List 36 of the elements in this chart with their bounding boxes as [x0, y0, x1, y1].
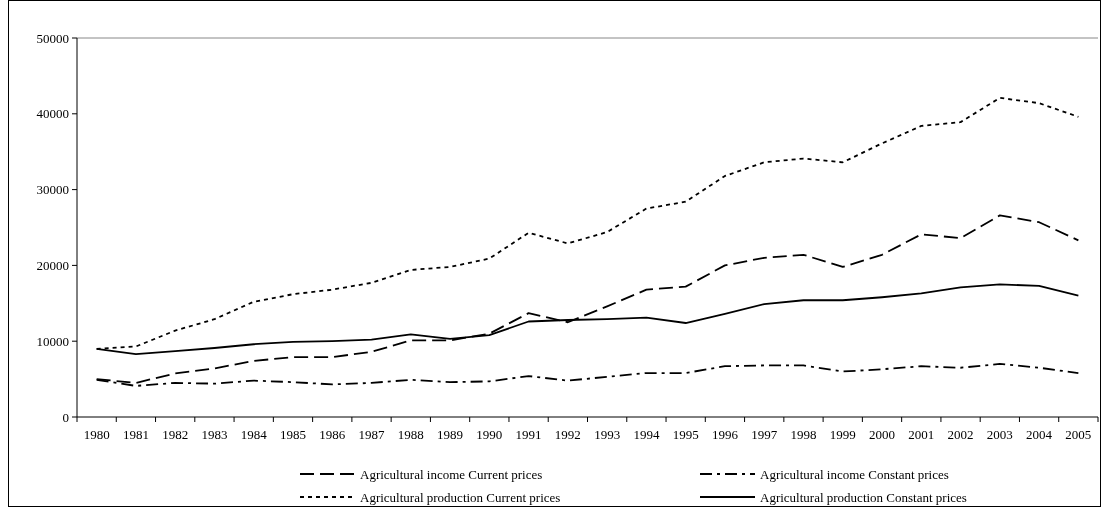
y-tick-label: 30000 [36, 182, 69, 198]
x-tick-label: 1990 [476, 427, 503, 442]
x-tick-label: 1985 [279, 427, 306, 442]
x-tick-label: 1983 [201, 427, 228, 442]
legend-label: Agricultural production Current prices [360, 489, 561, 505]
x-tick-label: 2001 [908, 427, 935, 442]
x-tick-label: 1992 [554, 427, 581, 442]
legend-label: Agricultural income Constant prices [760, 466, 949, 482]
y-tick-label: 0 [62, 409, 69, 425]
x-tick-label: 1996 [711, 427, 739, 442]
y-tick-label: 50000 [36, 30, 69, 46]
x-tick-label: 1986 [319, 427, 346, 442]
x-tick-label: 1998 [790, 427, 817, 442]
x-tick-label: 2003 [986, 427, 1013, 442]
x-tick-label: 2005 [1065, 427, 1092, 442]
x-tick-label: 1993 [594, 427, 621, 442]
legend-label: Agricultural income Current prices [360, 466, 543, 482]
x-tick-label: 1981 [122, 427, 149, 442]
y-tick-label: 10000 [36, 333, 69, 349]
x-tick-label: 2004 [1026, 427, 1053, 442]
x-tick-label: 1988 [397, 427, 424, 442]
x-tick-label: 1980 [83, 427, 110, 442]
x-tick-label: 2002 [947, 427, 974, 442]
x-tick-label: 1991 [515, 427, 542, 442]
x-tick-label: 1982 [162, 427, 189, 442]
x-tick-label: 1995 [672, 427, 699, 442]
x-tick-label: 1987 [358, 427, 386, 442]
x-tick-label: 1989 [437, 427, 464, 442]
x-tick-label: 1994 [633, 427, 660, 442]
x-tick-label: 1984 [240, 427, 268, 442]
y-tick-label: 40000 [36, 106, 69, 122]
x-tick-label: 2000 [869, 427, 896, 442]
x-tick-label: 1999 [829, 427, 856, 442]
legend-label: Agricultural production Constant prices [760, 489, 967, 505]
x-tick-label: 1997 [751, 427, 778, 442]
y-tick-label: 20000 [36, 257, 69, 273]
